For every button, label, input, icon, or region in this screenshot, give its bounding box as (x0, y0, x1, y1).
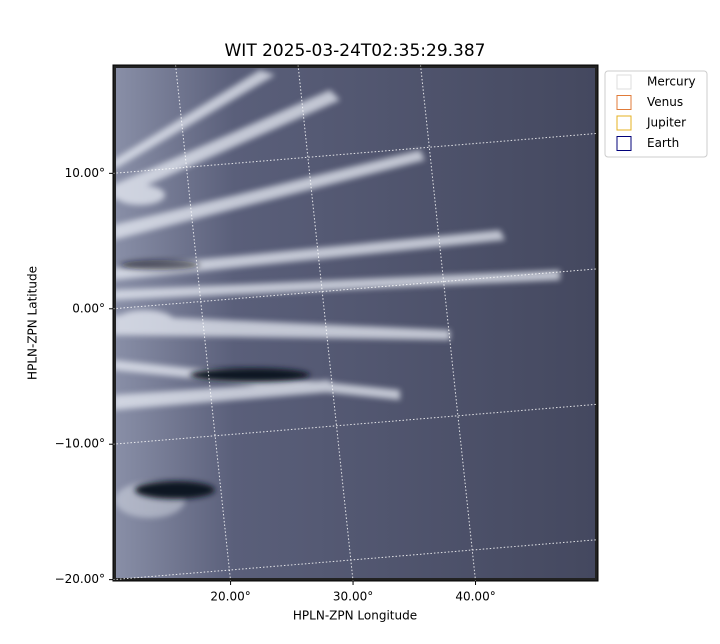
x-tick-label: 40.00° (455, 590, 495, 604)
grid (112, 64, 599, 582)
x-tick-label: 20.00° (210, 590, 250, 604)
grid-line (112, 403, 599, 445)
legend-swatch (616, 74, 632, 90)
x-tick-label: 30.00° (333, 590, 373, 604)
solar-image (113, 65, 598, 581)
grid-line (112, 132, 599, 174)
legend-label: Earth (647, 136, 679, 150)
y-tick-label: −10.00° (55, 437, 105, 451)
chart-title: WIT 2025-03-24T02:35:29.387 (225, 41, 486, 61)
legend-frame (604, 70, 708, 158)
grid-line (420, 64, 477, 582)
legend-label: Jupiter (646, 116, 686, 130)
y-tick-label: −20.00° (55, 572, 105, 586)
x-axis-label: HPLN-ZPN Longitude (293, 609, 417, 623)
y-tick-label: 10.00° (65, 166, 105, 180)
legend-label: Venus (647, 95, 683, 109)
legend-swatch (616, 95, 632, 110)
grid-line (112, 268, 599, 310)
legend-swatch (616, 136, 632, 151)
legend-swatch (616, 115, 632, 131)
y-axis-label: HPLN-ZPN Latitude (26, 266, 40, 380)
grid-line (175, 64, 232, 582)
legend-label: Mercury (647, 75, 696, 89)
plot-frame (112, 64, 599, 582)
grid-line (112, 539, 599, 581)
grid-line (297, 64, 354, 582)
y-tick-label: 0.00° (72, 301, 105, 315)
